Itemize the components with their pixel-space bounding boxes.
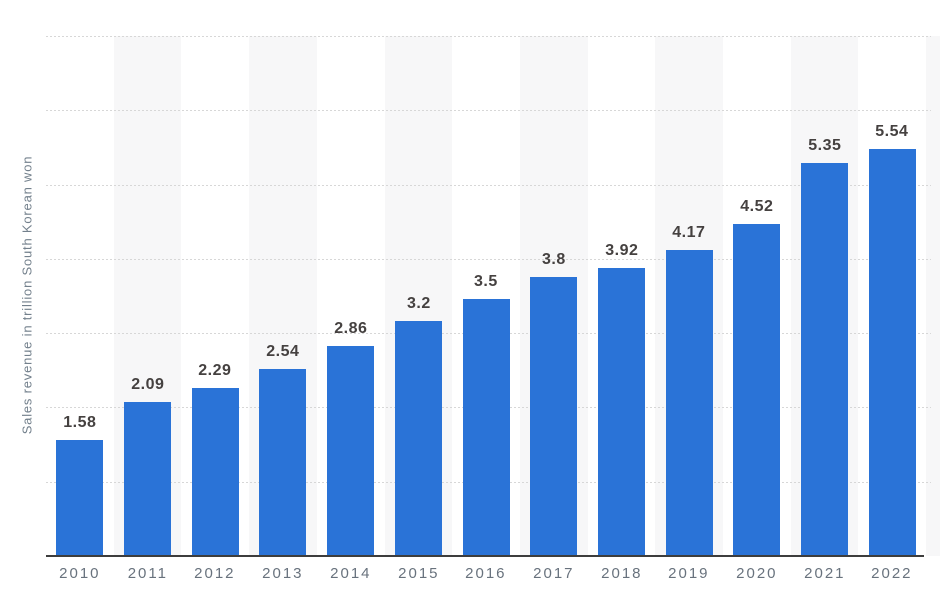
bar-2014[interactable] [327, 346, 374, 556]
bar-value-label: 2.29 [198, 362, 232, 379]
bar-2020[interactable] [733, 224, 780, 556]
column-stripe [926, 36, 940, 556]
bar-value-label: 3.5 [473, 273, 498, 290]
bar-2017[interactable] [530, 277, 577, 556]
bar-2016[interactable] [463, 299, 510, 556]
x-axis-label-2015: 2015 [398, 565, 440, 582]
bar-2011[interactable] [124, 402, 171, 556]
x-axis-label-2016: 2016 [465, 565, 507, 582]
gridline [46, 36, 931, 37]
gridline [46, 259, 931, 260]
plot-area: 1.58 2.09 2.29 2.54 2.86 3.2 3.5 3.8 3.92 4.17 4.5… [46, 0, 940, 604]
bar-value-label: 2.54 [266, 343, 300, 360]
bar-2022[interactable] [869, 149, 916, 556]
bar-2012[interactable] [192, 388, 239, 556]
x-axis-label-2017: 2017 [533, 565, 575, 582]
bar-value-label: 4.52 [740, 198, 774, 215]
gridline [46, 185, 931, 186]
x-axis-line [46, 555, 924, 557]
bar-2013[interactable] [259, 369, 306, 556]
bar-value-label: 2.09 [131, 376, 165, 393]
bar-value-label: 2.86 [334, 320, 368, 337]
x-axis-label-2011: 2011 [127, 565, 168, 582]
x-axis-label-2012: 2012 [194, 565, 236, 582]
bar-value-label: 3.92 [605, 242, 639, 259]
bar-2019[interactable] [666, 250, 713, 556]
bar-2015[interactable] [395, 321, 442, 556]
bar-value-label: 3.2 [406, 295, 431, 312]
x-axis-label-2013: 2013 [262, 565, 304, 582]
bar-2010[interactable] [56, 440, 103, 556]
x-axis-label-2014: 2014 [330, 565, 372, 582]
x-axis-label-2022: 2022 [871, 565, 913, 582]
x-axis-label-2018: 2018 [601, 565, 643, 582]
bar-value-label: 4.17 [672, 224, 706, 241]
bar-value-label: 1.58 [63, 414, 97, 431]
x-axis-label-2021: 2021 [804, 565, 846, 582]
bar-2021[interactable] [801, 163, 848, 556]
x-axis-label-2020: 2020 [736, 565, 778, 582]
x-axis-label-2019: 2019 [668, 565, 710, 582]
bar-value-label: 5.54 [875, 123, 909, 140]
y-axis-title: Sales revenue in trillion South Korean w… [19, 155, 35, 435]
bar-value-label: 3.8 [541, 251, 566, 268]
bar-2018[interactable] [598, 268, 645, 556]
gridline [46, 110, 931, 111]
x-axis-label-2010: 2010 [59, 565, 101, 582]
bar-value-label: 5.35 [808, 137, 842, 154]
